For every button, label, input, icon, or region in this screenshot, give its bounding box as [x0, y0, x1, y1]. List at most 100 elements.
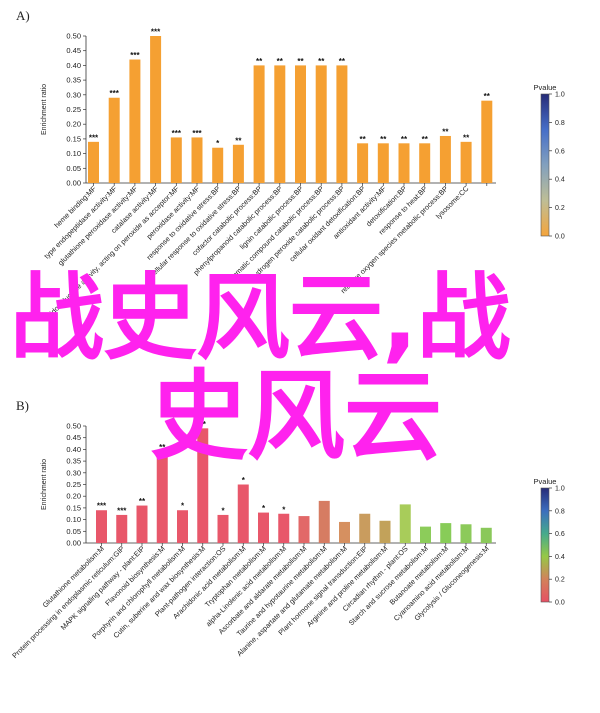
significance-label: **	[422, 135, 429, 144]
significance-label: **	[380, 135, 387, 144]
x-tick-label: glutathione peroxidase activity:MF	[56, 184, 140, 268]
y-tick-label: 0.25	[66, 480, 81, 489]
colorbar-tick-label: 0.4	[555, 554, 565, 561]
bar	[150, 36, 162, 183]
y-tick-label: 0.05	[66, 164, 81, 173]
bar	[274, 65, 286, 183]
y-tick-label: 0.30	[66, 468, 81, 477]
significance-label: **	[401, 135, 408, 144]
significance-label: **	[235, 136, 242, 145]
significance-label: **	[256, 57, 263, 66]
panel-label: A)	[16, 8, 30, 23]
significance-label: **	[318, 57, 325, 66]
bar	[253, 65, 265, 183]
y-tick-label: 0.00	[66, 539, 81, 548]
significance-label: **	[463, 133, 470, 142]
bar	[295, 65, 306, 183]
significance-label: *	[216, 139, 220, 148]
colorbar-tick-label: 0.0	[555, 600, 565, 607]
y-tick-label: 0.40	[66, 445, 81, 454]
significance-label: ***	[130, 51, 140, 60]
colorbar-tick-label: 0.2	[555, 205, 565, 212]
y-tick-label: 0.40	[66, 61, 81, 70]
colorbar-tick-label: 0.6	[555, 531, 565, 538]
bar	[336, 65, 348, 183]
colorbar	[540, 93, 550, 237]
y-tick-label: 0.35	[66, 457, 81, 466]
significance-label: **	[442, 127, 449, 136]
bar	[460, 141, 472, 183]
y-tick-label: 0.15	[66, 503, 81, 512]
bar	[96, 510, 107, 543]
bar	[116, 514, 128, 543]
significance-label: **	[359, 135, 366, 144]
bar	[278, 513, 290, 543]
y-tick-label: 0.45	[66, 46, 81, 55]
bar	[481, 100, 493, 183]
colorbar-tick-label: 0.8	[555, 120, 565, 127]
colorbar-tick-label: 0.8	[555, 508, 565, 515]
bar	[88, 141, 99, 183]
bar	[129, 59, 141, 183]
y-tick-label: 0.20	[66, 120, 81, 129]
bar	[177, 510, 188, 543]
bar	[258, 512, 269, 543]
significance-label: *	[242, 476, 246, 485]
significance-label: *	[221, 506, 225, 515]
significance-label: ***	[117, 506, 127, 515]
bar	[480, 527, 492, 543]
y-tick-label: 0.25	[66, 105, 81, 114]
y-tick-label: 0.45	[66, 433, 81, 442]
bar	[315, 65, 327, 183]
bar	[357, 143, 369, 183]
colorbar-tick-label: 0.0	[555, 234, 565, 241]
y-axis-label: Enrichment ratio	[41, 84, 48, 135]
bar	[217, 514, 229, 543]
bar	[440, 523, 452, 543]
significance-label: ***	[172, 129, 182, 138]
chart-panel-b: B) 0.00 0.05 0.10 0.15 0.20 0.25 0.30 0.35 0.40 0.…	[10, 398, 565, 660]
bar	[420, 526, 431, 543]
y-tick-label: 0.00	[66, 179, 81, 188]
colorbar-title: Pvalue	[534, 477, 557, 486]
bar	[439, 135, 451, 183]
significance-label: ***	[89, 133, 99, 142]
significance-label: ***	[192, 129, 202, 138]
colorbar-tick-label: 1.0	[555, 486, 565, 493]
bar	[339, 521, 350, 543]
colorbar	[540, 487, 550, 603]
bar	[377, 143, 389, 183]
y-tick-label: 0.35	[66, 76, 81, 85]
significance-label: *	[181, 502, 185, 511]
y-axis-label: Enrichment ratio	[41, 459, 48, 510]
bar	[359, 513, 371, 543]
panel-label: B)	[16, 398, 29, 413]
bar	[197, 428, 209, 543]
bar	[460, 524, 472, 543]
colorbar-tick-label: 0.6	[555, 148, 565, 155]
bar	[399, 504, 411, 543]
significance-label: **	[200, 420, 207, 429]
significance-label: ***	[110, 89, 120, 98]
y-tick-label: 0.30	[66, 90, 81, 99]
significance-label: *	[282, 505, 286, 514]
significance-label: **	[297, 57, 304, 66]
significance-label: **	[277, 57, 284, 66]
significance-label: **	[159, 443, 166, 452]
bar	[170, 137, 182, 183]
bar	[398, 143, 410, 183]
significance-label: ***	[97, 502, 107, 511]
colorbar-tick-label: 0.2	[555, 577, 565, 584]
y-tick-label: 0.50	[66, 32, 81, 41]
y-tick-label: 0.10	[66, 149, 81, 158]
bar	[191, 137, 203, 183]
bar	[237, 484, 249, 543]
bar	[108, 97, 120, 183]
y-tick-label: 0.50	[66, 422, 81, 431]
significance-label: *	[262, 504, 266, 513]
y-tick-label: 0.15	[66, 134, 81, 143]
bar	[232, 144, 244, 183]
significance-label: **	[339, 57, 346, 66]
colorbar-tick-label: 0.4	[555, 177, 565, 184]
